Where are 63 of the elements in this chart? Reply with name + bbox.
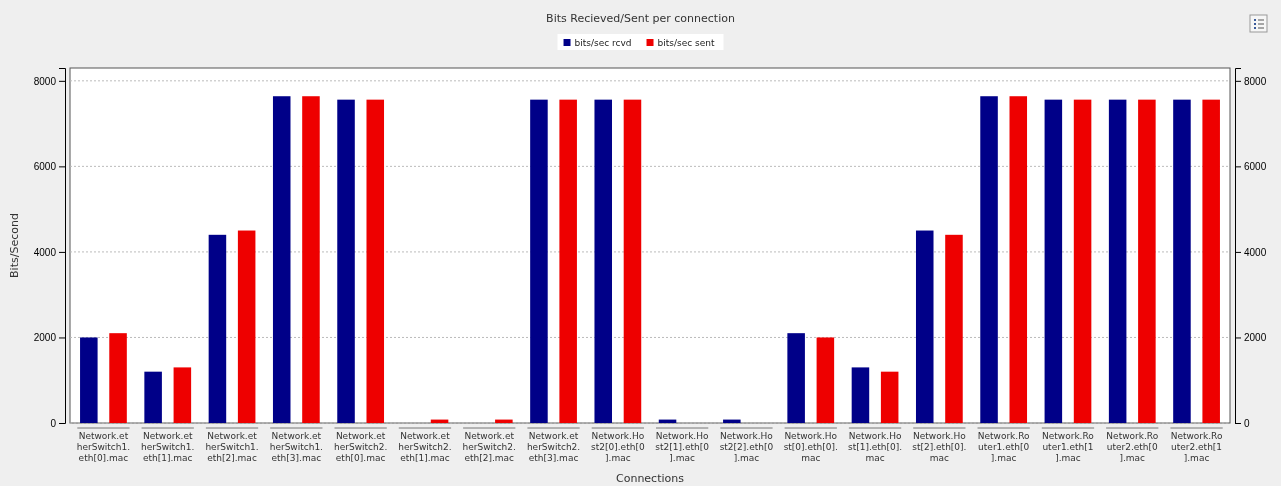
bar xyxy=(1073,99,1092,423)
y-tick-label: 2000 xyxy=(33,332,57,344)
bar xyxy=(173,367,192,423)
bar xyxy=(80,337,98,423)
y-tick-label: 4000 xyxy=(33,246,57,258)
x-axis-title: Connections xyxy=(616,472,685,485)
bar xyxy=(945,234,963,423)
x-tick-label: Network.Host2[1].eth[0].mac xyxy=(655,431,710,463)
x-tick-label: Network.etherSwitch1.eth[0].mac xyxy=(76,431,131,463)
x-tick-label: Network.Host2[0].eth[0].mac xyxy=(591,431,645,463)
bar xyxy=(272,96,291,423)
y-tick-label: 8000 xyxy=(33,75,57,87)
chart-title: Bits Recieved/Sent per connection xyxy=(546,12,735,25)
bar xyxy=(816,337,835,423)
bar xyxy=(1202,99,1220,423)
x-tick-label: Network.etherSwitch2.eth[3].mac xyxy=(526,431,581,463)
y2-tick-label: 2000 xyxy=(1244,332,1267,344)
x-tick-label: Network.etherSwitch2.eth[2].mac xyxy=(462,431,516,463)
bar xyxy=(1044,99,1063,423)
y2-tick-label: 0 xyxy=(1244,417,1250,429)
legend-label: bits/sec sent xyxy=(657,38,715,48)
y-tick-label: 6000 xyxy=(33,161,57,173)
bar xyxy=(1108,99,1127,423)
bar xyxy=(530,99,548,423)
y-tick-label: 0 xyxy=(50,417,57,429)
bar xyxy=(787,333,805,423)
x-tick-label: Network.Router2.eth[1].mac xyxy=(1170,431,1223,463)
x-tick-label: Network.Host[1].eth[0].mac xyxy=(847,431,903,463)
bar xyxy=(623,99,642,423)
bar xyxy=(237,230,256,423)
y2-tick-label: 8000 xyxy=(1244,75,1267,87)
bar xyxy=(980,96,998,423)
x-tick-label: Network.Router1.eth[0].mac xyxy=(977,431,1031,463)
bar xyxy=(723,419,741,423)
bar xyxy=(1173,99,1191,423)
x-tick-label: Network.Host[2].eth[0].mac xyxy=(912,431,967,463)
bar xyxy=(109,333,127,423)
bar xyxy=(915,230,934,423)
x-tick-label: Network.Router2.eth[0].mac xyxy=(1106,431,1159,463)
x-tick-label: Network.etherSwitch2.eth[0].mac xyxy=(333,431,388,463)
x-tick-label: Network.etherSwitch1.eth[3].mac xyxy=(269,431,323,463)
bar xyxy=(1009,96,1028,423)
x-tick-label: Network.etherSwitch1.eth[1].mac xyxy=(141,431,195,463)
y-axis-title: Bits/Second xyxy=(8,213,21,278)
x-tick-label: Network.Host[0].eth[0].mac xyxy=(783,431,838,463)
bar xyxy=(208,234,227,423)
bar xyxy=(366,99,385,423)
x-tick-label: Network.etherSwitch1.eth[2].mac xyxy=(205,431,259,463)
bar xyxy=(144,371,162,423)
bar xyxy=(1138,99,1156,423)
y2-tick-label: 4000 xyxy=(1244,246,1267,258)
bar xyxy=(495,419,513,423)
bar xyxy=(880,371,899,423)
bar xyxy=(594,99,612,423)
bar xyxy=(337,99,355,423)
bar xyxy=(559,99,577,423)
x-tick-label: Network.Host2[2].eth[0].mac xyxy=(719,431,774,463)
bar xyxy=(851,367,870,423)
y2-tick-label: 6000 xyxy=(1244,161,1267,173)
x-tick-label: Network.etherSwitch2.eth[1].mac xyxy=(398,431,452,463)
legend-label: bits/sec rcvd xyxy=(574,38,632,48)
x-tick-label: Network.Router1.eth[1].mac xyxy=(1042,431,1095,463)
bar xyxy=(302,96,320,423)
